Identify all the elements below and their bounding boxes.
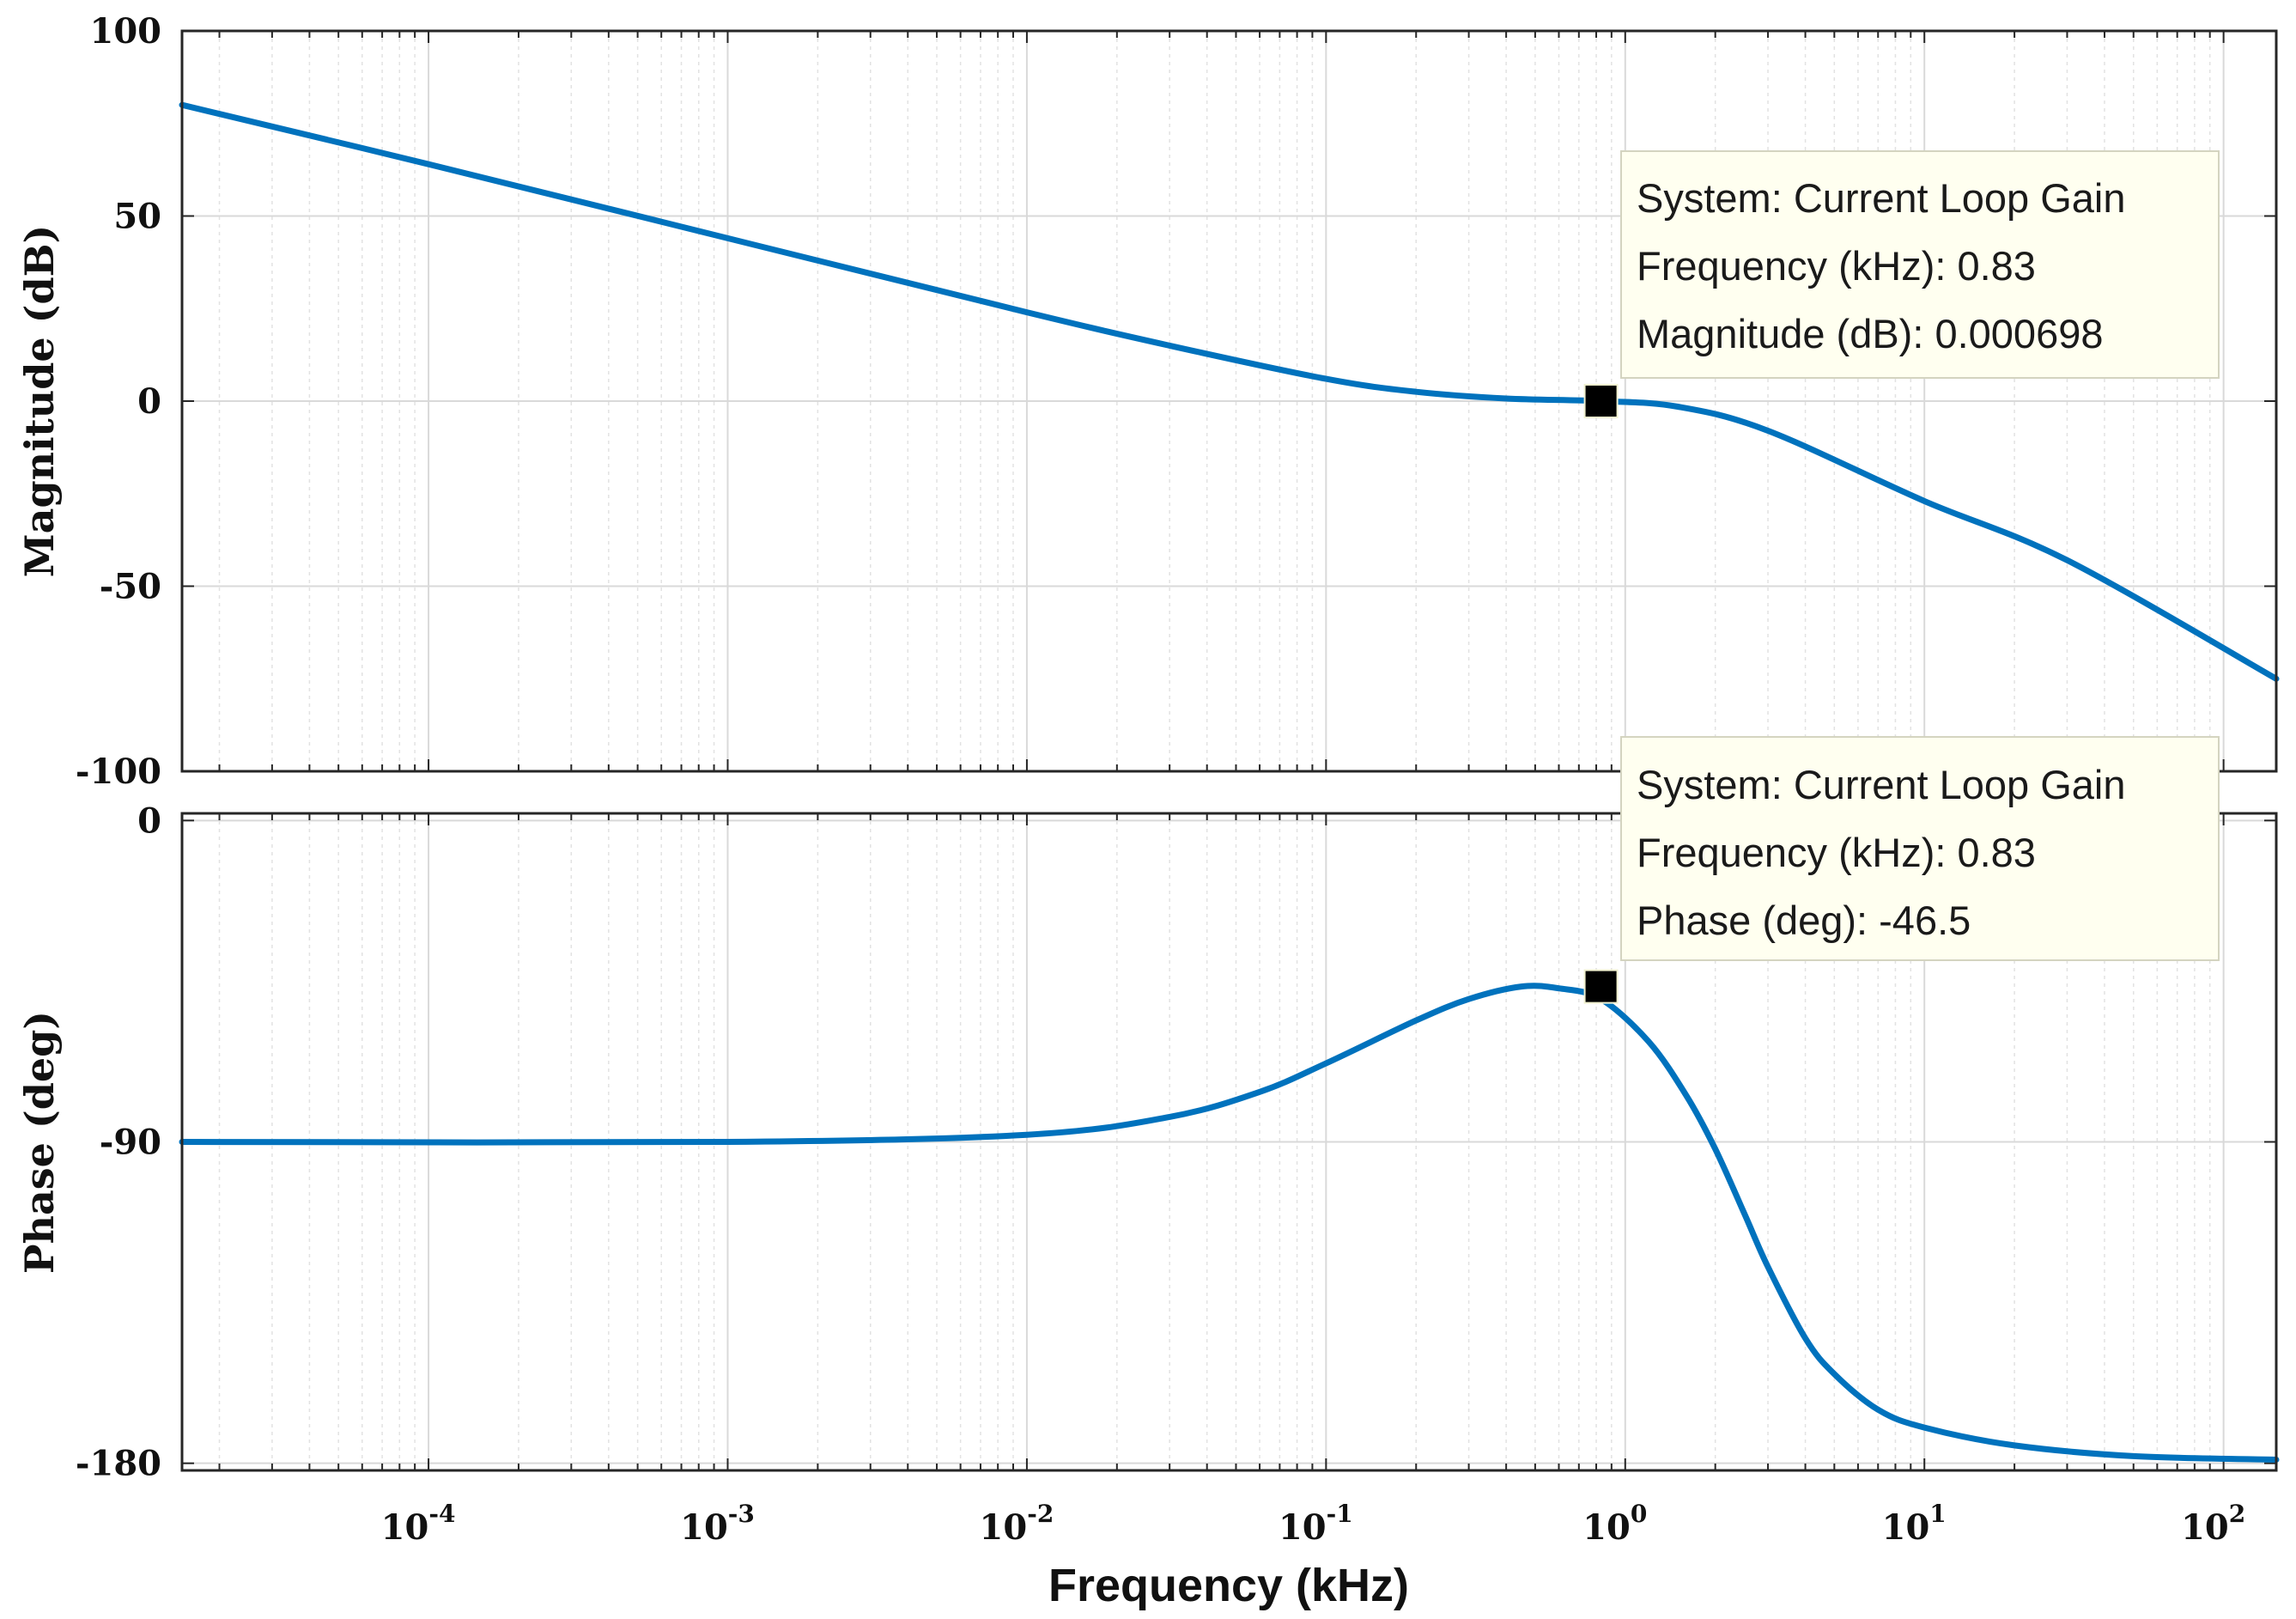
phase-datatip-line1: System: Current Loop Gain <box>1637 762 2126 807</box>
phase-datatip[interactable]: System: Current Loop Gain Frequency (kHz… <box>1620 736 2220 961</box>
magnitude-series-line <box>179 101 2280 682</box>
magnitude-datatip-marker[interactable] <box>1583 383 1619 418</box>
frequency-xlabel: Frequency (kHz) <box>1048 1560 1409 1611</box>
phase-datatip-line2: Frequency (kHz): 0.83 <box>1637 830 2036 875</box>
x-tick-label: 10-3 <box>680 1500 755 1548</box>
x-tick-label: 10-1 <box>1279 1500 1353 1548</box>
phase-ytick-label: 0 <box>137 800 161 841</box>
phase-ytick-label: -90 <box>100 1123 161 1163</box>
x-tick-label: 10-2 <box>980 1500 1054 1548</box>
magnitude-ytick-label: 100 <box>90 11 162 52</box>
magnitude-ytick-label: -100 <box>76 752 161 792</box>
phase-datatip-marker[interactable] <box>1583 969 1619 1004</box>
magnitude-datatip-line3: Magnitude (dB): 0.000698 <box>1637 311 2103 356</box>
magnitude-ytick-label: -50 <box>100 567 161 607</box>
phase-ytick-label: -180 <box>76 1444 161 1484</box>
phase-datatip-line3: Phase (deg): -46.5 <box>1637 898 1971 943</box>
magnitude-ylabel: Magnitude (dB) <box>16 225 63 578</box>
phase-ylabel: Phase (deg) <box>16 1011 63 1274</box>
x-tick-label: 102 <box>2181 1500 2245 1548</box>
magnitude-datatip-line1: System: Current Loop Gain <box>1637 175 2126 221</box>
x-tick-label: 10-4 <box>381 1500 456 1548</box>
phase-axes <box>179 812 2280 1472</box>
magnitude-axes <box>179 29 2280 773</box>
magnitude-datatip[interactable]: System: Current Loop Gain Frequency (kHz… <box>1620 150 2220 379</box>
magnitude-datatip-line2: Frequency (kHz): 0.83 <box>1637 243 2036 289</box>
magnitude-ytick-label: 0 <box>137 381 161 422</box>
magnitude-ytick-label: 50 <box>113 197 161 237</box>
x-tick-label: 101 <box>1882 1500 1947 1548</box>
x-tick-label: 100 <box>1582 1500 1647 1548</box>
